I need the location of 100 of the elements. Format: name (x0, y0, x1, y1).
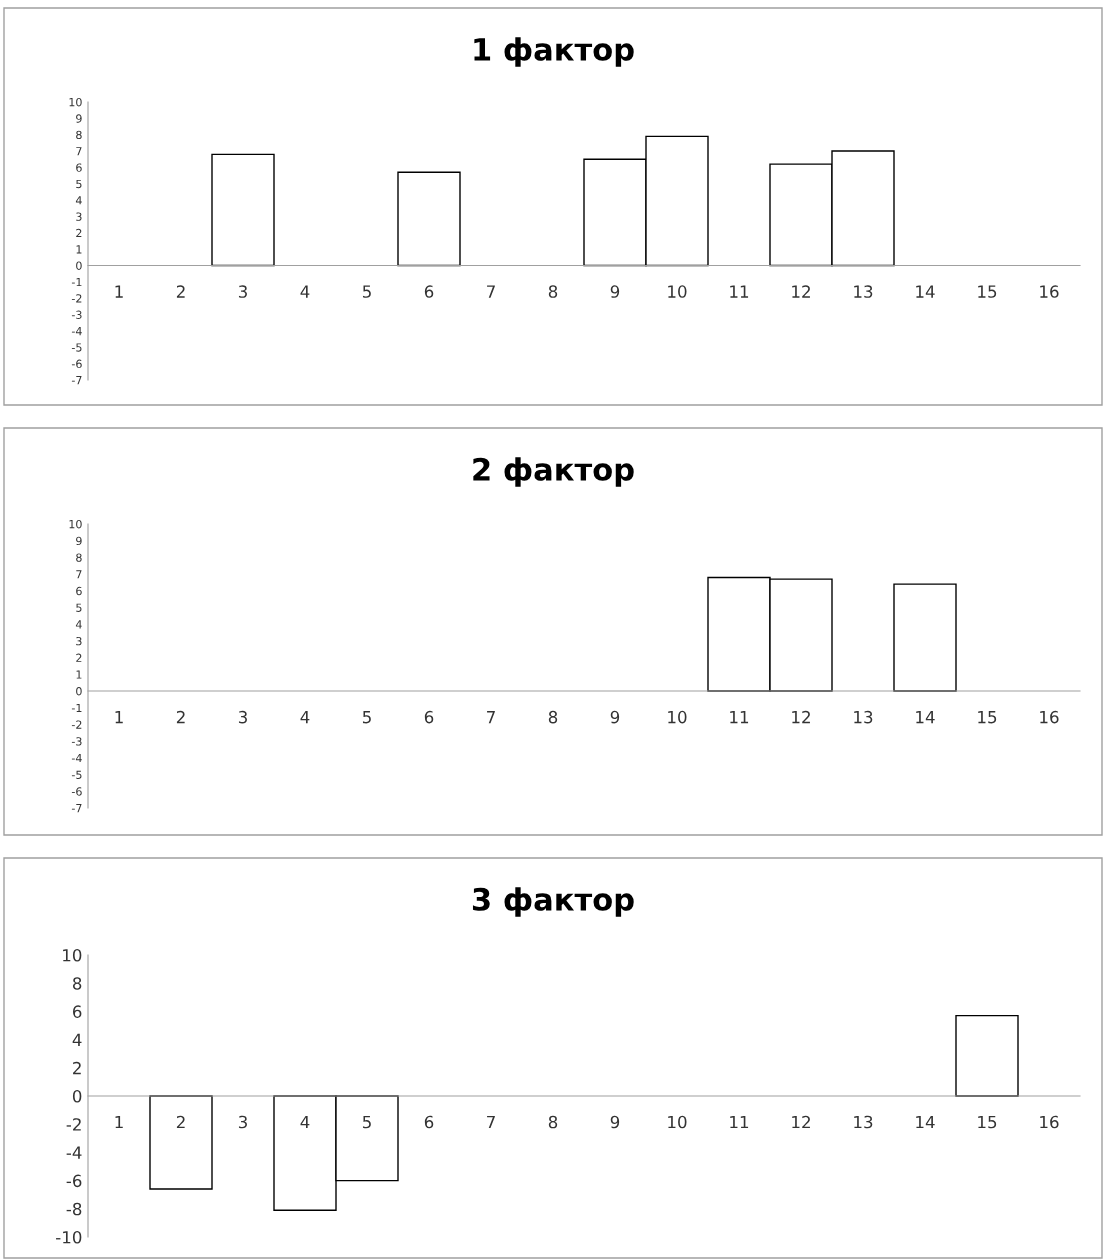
y-tick-label: -5 (71, 343, 82, 352)
x-tick-label: 13 (854, 710, 873, 724)
y-tick-label: -4 (66, 1146, 82, 1159)
y-tick-label: 6 (73, 1005, 82, 1018)
x-tick-label: 8 (548, 1115, 558, 1129)
x-tick-label: 2 (176, 285, 185, 298)
x-tick-label: 9 (610, 710, 620, 724)
x-tick-label: 5 (362, 711, 371, 724)
x-tick-label: 7 (487, 285, 495, 298)
x-tick-label: 3 (238, 1115, 247, 1129)
x-tick-label: 9 (610, 1115, 620, 1129)
chart-title: 3 фактор (472, 887, 634, 917)
y-tick-label: -1 (71, 278, 82, 287)
x-tick-label: 14 (916, 285, 935, 298)
y-tick-label: 6 (76, 163, 82, 172)
x-tick-label: 16 (1040, 710, 1059, 724)
x-tick-label: 2 (176, 710, 185, 724)
x-tick-label: 6 (424, 1115, 434, 1129)
bar (211, 153, 275, 267)
y-tick-label: -2 (66, 1118, 81, 1131)
x-tick-label: 6 (424, 285, 434, 298)
x-tick-label: 16 (1040, 285, 1059, 298)
x-tick-label: 7 (487, 711, 495, 724)
x-tick-label: 5 (362, 285, 371, 298)
y-tick-label: 9 (76, 114, 82, 123)
y-tick-label: 0 (76, 687, 82, 696)
chart-title: 2 фактор (473, 457, 634, 487)
y-tick-label: 7 (76, 147, 82, 156)
y-tick-label: -3 (71, 737, 82, 746)
x-tick-label: 11 (730, 285, 749, 298)
x-tick-label: 4 (300, 1115, 310, 1129)
chart-title: 1 фактор (474, 37, 634, 67)
x-tick-label: 4 (300, 711, 310, 724)
x-tick-label: 8 (548, 710, 558, 724)
y-tick-label: 5 (76, 179, 82, 189)
y-tick-label: 2 (76, 228, 82, 238)
y-tick-label: -2 (71, 720, 82, 729)
x-tick-label: 8 (548, 285, 558, 298)
x-tick-label: 9 (610, 285, 620, 298)
y-tick-label: -1 (71, 703, 82, 712)
y-tick-label: -8 (66, 1202, 82, 1216)
y-tick-label: 5 (76, 603, 82, 612)
x-tick-label: 12 (792, 1115, 810, 1129)
x-tick-label: 5 (362, 1115, 371, 1129)
x-tick-label: 13 (854, 285, 873, 298)
y-tick-label: -6 (71, 787, 82, 796)
y-tick-label: 3 (76, 636, 82, 646)
x-tick-label: 12 (792, 285, 810, 298)
y-tick-label: 2 (76, 653, 82, 662)
x-tick-label: 15 (978, 285, 997, 298)
x-tick-label: 1 (115, 711, 123, 724)
y-tick-label: -10 (56, 1230, 82, 1244)
y-tick-label: -3 (71, 310, 82, 319)
y-tick-label: 4 (72, 1033, 82, 1046)
y-tick-label: -7 (71, 804, 82, 813)
x-tick-label: 14 (916, 1115, 935, 1129)
x-tick-label: 7 (487, 1115, 495, 1129)
y-tick-label: 10 (69, 519, 82, 529)
y-tick-label: 4 (75, 196, 82, 205)
x-tick-label: 10 (668, 1115, 687, 1129)
x-tick-label: 11 (730, 711, 749, 724)
x-tick-label: 3 (238, 285, 247, 298)
y-tick-label: 8 (76, 130, 82, 140)
x-tick-label: 15 (978, 711, 997, 724)
y-tick-label: -4 (71, 327, 82, 336)
y-tick-label: 10 (63, 948, 82, 962)
y-tick-label: -4 (71, 754, 82, 763)
y-tick-label: 7 (76, 570, 82, 579)
y-tick-label: 10 (69, 97, 82, 107)
y-tick-label: -7 (71, 376, 82, 385)
x-tick-label: 16 (1040, 1115, 1059, 1129)
y-tick-label: -6 (71, 359, 82, 369)
x-tick-label: 12 (792, 710, 810, 724)
bar (397, 171, 461, 267)
x-tick-label: 2 (176, 1115, 185, 1129)
y-tick-label: 9 (76, 536, 82, 546)
y-tick-label: 8 (76, 553, 82, 562)
x-tick-label: 15 (978, 1115, 997, 1129)
x-tick-label: 14 (916, 711, 935, 724)
x-tick-label: 11 (730, 1115, 749, 1129)
x-tick-label: 10 (668, 710, 687, 724)
y-tick-label: 0 (76, 261, 82, 270)
y-tick-label: 6 (76, 586, 82, 596)
y-tick-label: 2 (73, 1061, 81, 1075)
x-tick-label: 1 (115, 1115, 123, 1129)
y-tick-label: 3 (76, 212, 82, 221)
x-tick-label: 3 (238, 710, 247, 724)
y-tick-label: 0 (72, 1089, 82, 1103)
y-tick-label: -5 (71, 770, 82, 779)
x-tick-label: 10 (668, 285, 687, 298)
y-tick-label: -2 (71, 294, 82, 303)
y-tick-label: 1 (76, 670, 82, 679)
x-tick-label: 1 (115, 285, 123, 298)
x-tick-label: 6 (424, 710, 434, 724)
y-tick-label: -6 (66, 1174, 82, 1188)
y-tick-label: 8 (72, 977, 82, 990)
x-tick-label: 13 (854, 1115, 873, 1129)
y-tick-label: 1 (76, 245, 82, 254)
y-tick-label: 4 (75, 620, 82, 629)
x-tick-label: 4 (300, 285, 310, 298)
